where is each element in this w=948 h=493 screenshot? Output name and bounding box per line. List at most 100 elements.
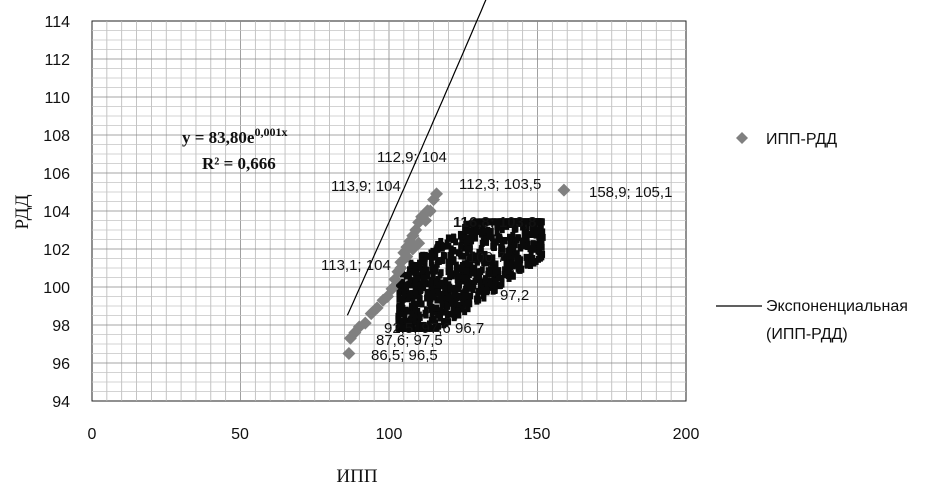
cloud-mark xyxy=(468,220,474,228)
cloud-mark xyxy=(470,286,476,294)
cloud-mark xyxy=(439,300,445,308)
y-tick-label: 98 xyxy=(52,318,70,335)
cloud-mark xyxy=(429,309,435,317)
cloud-mark xyxy=(446,318,452,326)
data-label: 96,7 xyxy=(455,320,484,337)
cloud-mark xyxy=(434,324,440,332)
data-point-diamond xyxy=(557,183,571,197)
y-tick-label: 94 xyxy=(52,394,70,411)
cloud-mark xyxy=(460,265,466,273)
cloud-mark xyxy=(507,248,513,256)
cloud-mark xyxy=(423,311,429,319)
cloud-mark xyxy=(494,222,500,230)
cloud-mark xyxy=(468,254,474,262)
cloud-mark xyxy=(400,295,406,303)
x-tick-label: 50 xyxy=(231,426,249,443)
cloud-mark xyxy=(446,281,452,289)
data-label: 116,8; 103,8 xyxy=(453,214,536,231)
cloud-mark xyxy=(422,279,428,287)
cloud-mark xyxy=(409,310,415,318)
cloud-mark xyxy=(540,233,546,241)
cloud-mark xyxy=(493,238,499,246)
cloud-mark xyxy=(466,292,472,300)
cloud-mark xyxy=(534,218,540,226)
cloud-mark xyxy=(407,316,413,324)
cloud-mark xyxy=(432,267,438,275)
data-label: 86,5; 96,5 xyxy=(371,347,438,364)
cloud-mark xyxy=(395,282,401,290)
cloud-mark xyxy=(484,259,490,267)
cloud-mark xyxy=(488,255,494,263)
cloud-mark xyxy=(524,234,530,242)
cloud-mark xyxy=(494,229,500,237)
data-label: 158,9; 105,1 xyxy=(589,184,672,201)
cloud-mark xyxy=(539,218,545,226)
cloud-mark xyxy=(489,234,495,242)
cloud-mark xyxy=(422,261,428,269)
cloud-mark xyxy=(469,236,475,244)
cloud-mark xyxy=(530,240,536,248)
data-label: 87,6; 97,5 xyxy=(376,332,443,349)
legend: ИПП-РДД Экспоненциальная (ИПП-РДД) xyxy=(716,131,912,343)
cloud-mark xyxy=(402,324,408,332)
cloud-mark xyxy=(442,284,448,292)
dense-point-cloud xyxy=(395,218,546,332)
legend-label-trend: Экспоненциальная (ИПП-РДД) xyxy=(766,298,912,343)
cloud-mark xyxy=(418,252,424,260)
cloud-mark xyxy=(424,266,430,274)
cloud-mark xyxy=(453,261,459,269)
cloud-mark xyxy=(511,218,517,226)
data-point-diamond xyxy=(419,214,433,227)
cloud-mark xyxy=(409,261,415,269)
cloud-mark xyxy=(484,254,490,262)
cloud-mark xyxy=(499,274,505,282)
cloud-mark xyxy=(412,305,418,313)
cloud-mark xyxy=(403,306,409,314)
cloud-mark xyxy=(461,244,467,252)
y-tick-label: 96 xyxy=(52,356,70,373)
cloud-mark xyxy=(478,218,484,226)
cloud-mark xyxy=(444,302,450,310)
cloud-mark xyxy=(488,227,494,235)
cloud-mark xyxy=(422,254,428,262)
cloud-mark xyxy=(533,230,539,238)
cloud-mark xyxy=(429,287,435,295)
cloud-mark xyxy=(509,257,515,265)
cloud-mark xyxy=(496,282,502,290)
cloud-mark xyxy=(536,234,542,242)
cloud-mark xyxy=(463,275,469,283)
legend-trend-line2: (ИПП-РДД) xyxy=(766,326,848,343)
cloud-mark xyxy=(532,223,538,231)
cloud-mark xyxy=(502,218,508,226)
cloud-mark xyxy=(520,223,526,231)
cloud-mark xyxy=(522,230,528,238)
cloud-mark xyxy=(507,240,513,248)
cloud-mark xyxy=(500,247,506,255)
cloud-mark xyxy=(504,267,510,275)
cloud-mark xyxy=(451,314,457,322)
cloud-mark xyxy=(474,297,480,305)
data-label: 112,3; 103,5 xyxy=(459,176,541,193)
x-tick-label: 150 xyxy=(524,426,551,443)
cloud-mark xyxy=(399,270,405,278)
cloud-mark xyxy=(410,298,416,306)
data-label: 100,7 xyxy=(468,249,506,266)
cloud-mark xyxy=(433,246,439,254)
cloud-mark xyxy=(478,247,484,255)
cloud-mark xyxy=(417,263,423,271)
cloud-mark xyxy=(486,232,492,240)
cloud-mark xyxy=(428,295,434,303)
cloud-mark xyxy=(435,257,441,265)
cloud-mark xyxy=(443,277,449,285)
cloud-mark xyxy=(419,300,425,308)
cloud-mark xyxy=(403,271,409,279)
cloud-mark xyxy=(425,290,431,298)
cloud-mark xyxy=(448,310,454,318)
cloud-mark xyxy=(471,230,477,238)
cloud-mark xyxy=(458,242,464,250)
cloud-mark xyxy=(453,267,459,275)
cloud-mark xyxy=(418,286,424,294)
cloud-mark xyxy=(489,218,495,226)
cloud-mark xyxy=(450,303,456,311)
cloud-mark xyxy=(505,218,511,226)
